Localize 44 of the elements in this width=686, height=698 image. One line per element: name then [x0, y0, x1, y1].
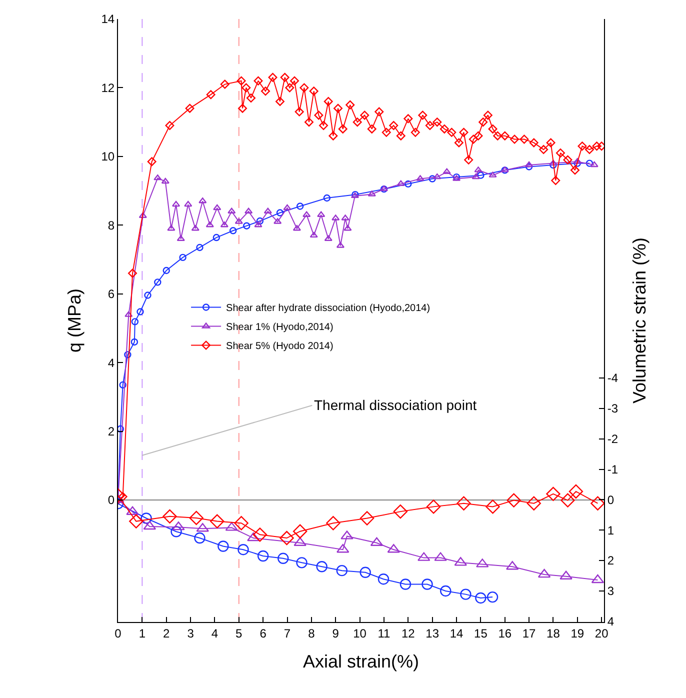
y-tick-label: 6 — [108, 287, 115, 302]
y-tick-label: 14 — [101, 12, 115, 26]
y-tick-label: 8 — [108, 218, 115, 232]
y-tick-label: 10 — [101, 150, 115, 164]
x-tick-label: 15 — [474, 626, 488, 640]
legend-label: Shear 5% (Hyodo 2014) — [226, 341, 334, 352]
y2-tick-label: -4 — [607, 371, 618, 386]
x-axis-title: Axial strain(%) — [302, 652, 420, 672]
y-tick-label: 4 — [108, 356, 115, 370]
y2-tick-label: -3 — [607, 402, 618, 416]
x-tick-label: 6 — [260, 626, 267, 640]
y2-tick-label: 2 — [607, 554, 614, 568]
x-tick-label: 3 — [187, 626, 194, 640]
x-tick-label: 16 — [498, 626, 512, 640]
y-axis-title: q (MPa) — [64, 288, 84, 353]
x-tick-label: 10 — [353, 626, 367, 640]
y2-tick-label: 0 — [607, 492, 614, 507]
x-tick-label: 4 — [211, 626, 218, 640]
y-tick-label: 0 — [108, 493, 115, 508]
y2-tick-label: -1 — [607, 462, 618, 476]
y2-tick-label: 4 — [607, 614, 614, 629]
y2-tick-label: 3 — [607, 584, 614, 598]
legend-label: Shear after hydrate dissociation (Hyodo,2014) — [226, 303, 430, 314]
x-tick-label: 8 — [308, 626, 316, 640]
x-tick-label: 2 — [163, 626, 170, 640]
x-tick-label: 19 — [570, 626, 584, 640]
y2-tick-label: 1 — [607, 523, 614, 538]
y-tick-label: 2 — [108, 424, 115, 439]
x-tick-label: 17 — [522, 626, 536, 640]
annotation: Thermal dissociation point — [314, 397, 477, 413]
x-tick-label: 1 — [138, 626, 146, 640]
x-tick-label: 11 — [378, 626, 391, 640]
y-tick-label: 12 — [101, 80, 115, 95]
legend-label: Shear 1% (Hyodo,2014) — [226, 322, 334, 334]
y2-tick-label: -2 — [607, 432, 618, 446]
x-tick-label: 14 — [450, 626, 464, 640]
x-tick-label: 18 — [546, 626, 560, 640]
x-tick-label: 12 — [401, 626, 416, 640]
x-tick-label: 20 — [594, 626, 609, 640]
x-tick-label: 7 — [284, 626, 291, 640]
x-tick-label: 13 — [426, 626, 440, 640]
y2-axis-title: Volumetric strain (%) — [629, 237, 650, 404]
x-tick-label: 9 — [332, 626, 340, 640]
x-tick-label: 5 — [236, 626, 243, 640]
